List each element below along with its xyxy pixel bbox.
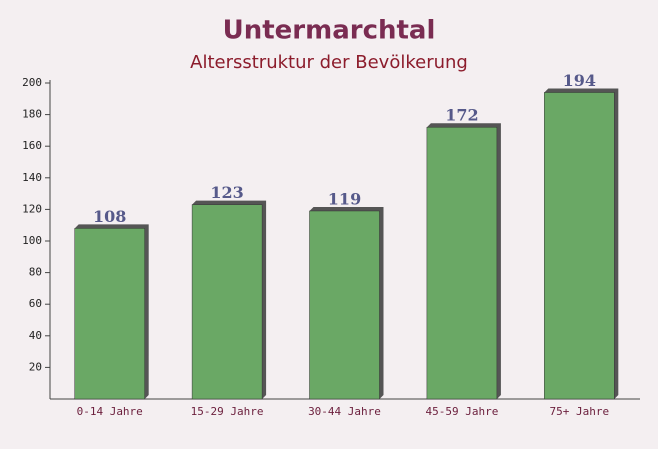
chart-title: Untermarchtal bbox=[223, 16, 436, 46]
x-tick-label: 0-14 Jahre bbox=[77, 405, 143, 418]
y-tick-label: 20 bbox=[29, 360, 42, 373]
y-tick-label: 80 bbox=[29, 266, 42, 279]
y-tick-label: 140 bbox=[22, 171, 42, 184]
value-label: 108 bbox=[93, 207, 126, 226]
x-tick-label: 75+ Jahre bbox=[549, 405, 609, 418]
y-tick-label: 100 bbox=[22, 234, 42, 247]
value-label: 123 bbox=[210, 183, 243, 202]
bar bbox=[191, 204, 263, 400]
bar bbox=[426, 126, 498, 400]
x-tick-label: 15-29 Jahre bbox=[191, 405, 264, 418]
y-tick-label: 40 bbox=[29, 329, 42, 342]
bar bbox=[544, 92, 615, 400]
y-tick-label: 160 bbox=[22, 139, 42, 152]
y-tick-label: 60 bbox=[29, 297, 42, 310]
y-tick-label: 120 bbox=[22, 202, 42, 215]
x-tick-label: 45-59 Jahre bbox=[425, 405, 498, 418]
bar bbox=[74, 228, 145, 400]
chart-subtitle: Altersstruktur der Bevölkerung bbox=[190, 52, 468, 73]
value-label: 119 bbox=[328, 189, 361, 208]
value-label: 172 bbox=[445, 106, 478, 125]
y-tick-label: 200 bbox=[22, 76, 42, 89]
value-label: 194 bbox=[563, 71, 596, 90]
x-tick-label: 30-44 Jahre bbox=[308, 405, 381, 418]
y-tick-label: 180 bbox=[22, 108, 42, 121]
bar bbox=[309, 210, 380, 400]
